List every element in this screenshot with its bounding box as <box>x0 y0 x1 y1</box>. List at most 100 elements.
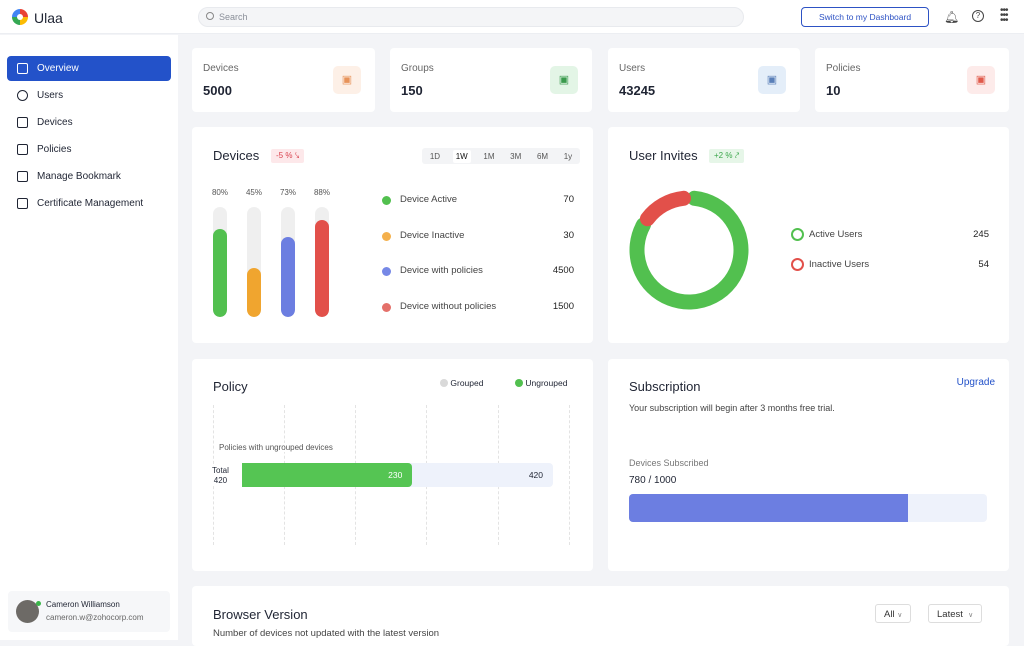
range-3M[interactable]: 3M <box>510 151 522 161</box>
gridline <box>569 405 570 545</box>
bar-fill <box>247 267 261 317</box>
bar-fill <box>281 236 295 317</box>
upgrade-link[interactable]: Upgrade <box>956 377 995 388</box>
sidebar-item-manage-bookmark[interactable]: Manage Bookmark <box>7 164 171 189</box>
legend-label: Active Users <box>809 229 863 240</box>
bar-percent-label: 80% <box>211 188 228 197</box>
legend-grouped: Grouped <box>440 378 483 388</box>
bell-icon[interactable]: 🔔︎ <box>944 10 960 24</box>
user-profile[interactable]: Cameron Williamson cameron.w@zohocorp.co… <box>8 591 170 632</box>
devices-subscribed-value: 780 / 1000 <box>629 475 677 486</box>
search-input[interactable]: Search <box>198 7 744 27</box>
user-email: cameron.w@zohocorp.com <box>46 613 144 622</box>
sidebar-item-overview[interactable]: Overview <box>7 56 171 81</box>
bar-caption: Policies with ungrouped devices <box>219 443 333 452</box>
stat-label: Policies <box>826 63 861 74</box>
switch-dashboard-button[interactable]: Switch to my Dashboard <box>801 7 929 27</box>
legend-ring <box>791 258 804 271</box>
chevron-down-icon: ∨ <box>968 612 974 619</box>
users-icon <box>17 90 28 101</box>
stat-card-groups[interactable]: Groups 150 ▣ <box>390 48 592 112</box>
total-bar-label: 420 <box>528 470 543 480</box>
nav-label: Users <box>37 90 64 101</box>
bar-track <box>281 207 295 317</box>
apps-grid-icon[interactable]: ••• ••• ••• <box>1000 5 1008 26</box>
policy-ungrouped-bar: 230 <box>242 463 413 487</box>
policy-card: Policy Grouped Ungrouped Policies with u… <box>192 359 593 571</box>
legend-value: 1500 <box>552 300 574 312</box>
filter-latest-dropdown[interactable]: Latest ∨ <box>928 604 983 623</box>
legend-label: Ungrouped <box>525 378 568 388</box>
stat-value: 5000 <box>203 83 232 98</box>
sidebar-item-users[interactable]: Users <box>7 83 171 108</box>
ulaa-logo <box>12 9 28 25</box>
range-6M[interactable]: 6M <box>536 151 549 161</box>
devices-subscribed-label: Devices Subscribed <box>629 458 709 468</box>
legend-ungrouped: Ungrouped <box>515 378 567 388</box>
legend-dot <box>382 231 391 241</box>
user-icon: ▣ <box>758 66 786 94</box>
stat-card-policies[interactable]: Policies 10 ▣ <box>815 48 1009 112</box>
sidebar-item-certificate-management[interactable]: Certificate Management <box>7 191 171 216</box>
top-bar: Ulaa Search Switch to my Dashboard 🔔︎ ? … <box>0 0 1024 34</box>
donut-segment-inactive-users <box>639 190 692 227</box>
sidebar-item-devices[interactable]: Devices <box>7 110 171 135</box>
stat-card-users[interactable]: Users 43245 ▣ <box>608 48 800 112</box>
stat-card-devices[interactable]: Devices 5000 ▣ <box>192 48 375 112</box>
legend-label: Device Inactive <box>400 229 465 241</box>
bar-track <box>247 207 261 317</box>
time-range-selector: 1D 1W 1M 3M 6M 1y <box>422 148 580 164</box>
subscription-title: Subscription <box>629 379 701 394</box>
policy-icon: ▣ <box>967 66 995 94</box>
stat-value: 43245 <box>619 83 656 98</box>
bar-percent-label: 45% <box>245 188 262 197</box>
group-icon: ▣ <box>550 66 578 94</box>
legend-label: Grouped <box>450 378 484 388</box>
ungrouped-bar-label: 230 <box>388 470 403 480</box>
policy-title: Policy <box>213 379 248 394</box>
legend-label: Device with policies <box>400 265 483 276</box>
device-icon <box>17 117 28 128</box>
bar-track <box>213 207 227 317</box>
devices-card: Devices -5 % ⤥ 1D 1W 1M 3M 6M 1y 80% 45% 73% 88%… <box>192 127 593 343</box>
help-icon[interactable]: ? <box>972 10 984 22</box>
legend-value: 245 <box>973 229 989 240</box>
total-text: Total <box>212 466 229 475</box>
stat-label: Users <box>619 63 646 74</box>
range-1W[interactable]: 1W <box>452 149 471 163</box>
subscription-progress-fill <box>629 494 909 522</box>
change-value: -5 % <box>276 151 293 160</box>
devices-change-badge: -5 % ⤥ <box>271 149 305 163</box>
total-label: Total 420 <box>212 466 229 486</box>
app-name: Ulaa <box>34 10 63 26</box>
stat-value: 10 <box>826 83 841 98</box>
bar-fill <box>315 220 329 317</box>
bar-percent-label: 73% <box>279 188 296 197</box>
legend-label: Inactive Users <box>809 259 870 270</box>
legend-label: Device Active <box>400 194 458 205</box>
filter-all-dropdown[interactable]: All ∨ <box>875 604 912 623</box>
change-value: +2 % <box>714 151 733 160</box>
legend-label: Device without policies <box>400 300 497 312</box>
nav-label: Manage Bookmark <box>37 171 121 182</box>
user-invites-card: User Invites +2 % ⤤ Active Users 245 Inact… <box>608 127 1009 343</box>
legend-ring <box>791 228 804 241</box>
browser-version-card: Browser Version Number of devices not up… <box>192 586 1009 646</box>
search-placeholder: Search <box>219 12 248 22</box>
legend-dot <box>382 302 391 312</box>
range-1M[interactable]: 1M <box>483 151 495 161</box>
bar-percent-label: 88% <box>313 188 330 197</box>
grid-icon <box>17 63 28 74</box>
sidebar-item-policies[interactable]: Policies <box>7 137 171 162</box>
nav-label: Certificate Management <box>37 198 144 209</box>
legend-dot <box>382 267 391 276</box>
invites-change-badge: +2 % ⤤ <box>709 149 745 163</box>
policy-icon <box>17 144 28 155</box>
subscription-progress <box>629 494 987 522</box>
device-icon: ▣ <box>333 66 361 94</box>
bar-track <box>315 207 329 317</box>
stat-value: 150 <box>401 83 423 98</box>
range-1y[interactable]: 1y <box>563 151 573 161</box>
range-1D[interactable]: 1D <box>429 151 441 161</box>
user-invites-donut <box>629 190 749 310</box>
